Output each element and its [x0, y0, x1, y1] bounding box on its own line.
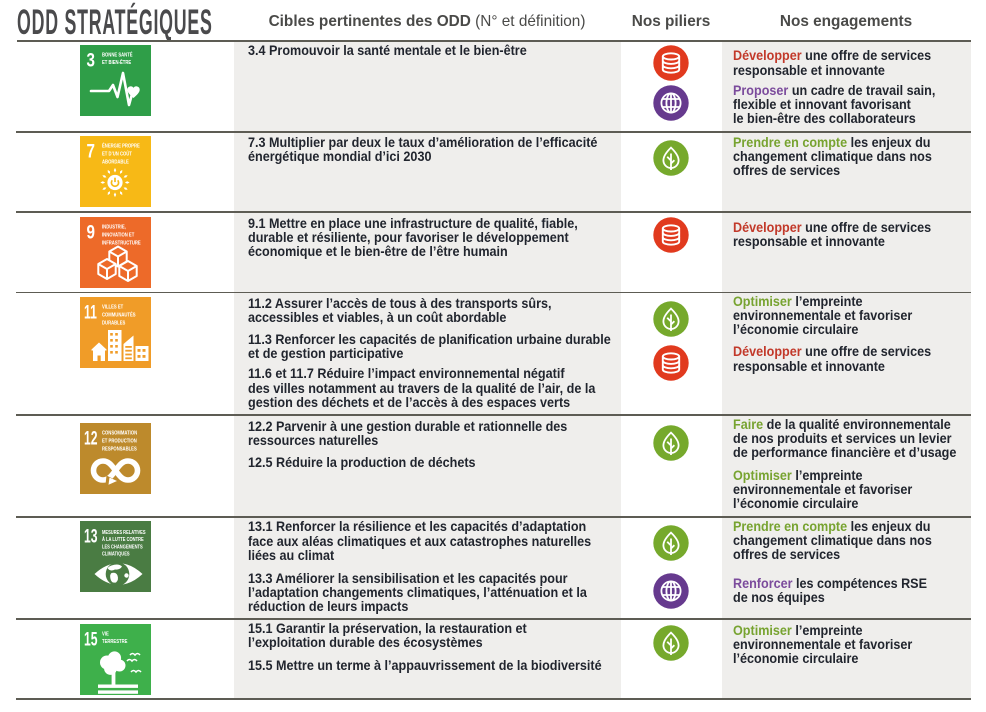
svg-text:BONNE SANTÉ: BONNE SANTÉ [102, 50, 133, 59]
svg-text:7: 7 [87, 140, 95, 162]
svg-text:RESPONSABLES: RESPONSABLES [102, 446, 137, 453]
svg-text:VILLES ET: VILLES ET [102, 304, 123, 311]
svg-text:ET PRODUCTION: ET PRODUCTION [102, 438, 137, 445]
svg-text:DURABLES: DURABLES [102, 320, 126, 327]
svg-text:ABORDABLE: ABORDABLE [102, 159, 130, 166]
svg-text:ÉNERGIE PROPRE: ÉNERGIE PROPRE [102, 141, 140, 150]
svg-text:MESURES RELATIVES: MESURES RELATIVES [102, 529, 146, 535]
svg-text:À LA LUTTE CONTRE: À LA LUTTE CONTRE [102, 535, 144, 542]
svg-text:INDUSTRIE,: INDUSTRIE, [102, 224, 126, 231]
svg-text:INNOVATION ET: INNOVATION ET [102, 232, 134, 239]
svg-text:9: 9 [87, 221, 95, 243]
svg-text:3: 3 [87, 49, 95, 71]
svg-text:COMMUNAUTÉS: COMMUNAUTÉS [102, 310, 136, 319]
svg-text:13: 13 [84, 527, 98, 547]
svg-text:ET D’UN COÛT: ET D’UN COÛT [102, 150, 132, 158]
svg-text:15: 15 [84, 630, 98, 650]
svg-text:INFRASTRUCTURE: INFRASTRUCTURE [102, 240, 141, 247]
svg-text:11: 11 [84, 303, 97, 323]
svg-text:CLIMATIQUES: CLIMATIQUES [102, 551, 130, 557]
svg-text:12: 12 [84, 429, 98, 449]
svg-text:VIE: VIE [102, 631, 109, 638]
svg-text:TERRESTRE: TERRESTRE [102, 638, 128, 645]
svg-text:LES CHANGEMENTS: LES CHANGEMENTS [102, 543, 143, 549]
svg-text:CONSOMMATION: CONSOMMATION [102, 430, 138, 437]
svg-text:ET BIEN-ÊTRE: ET BIEN-ÊTRE [102, 57, 132, 66]
